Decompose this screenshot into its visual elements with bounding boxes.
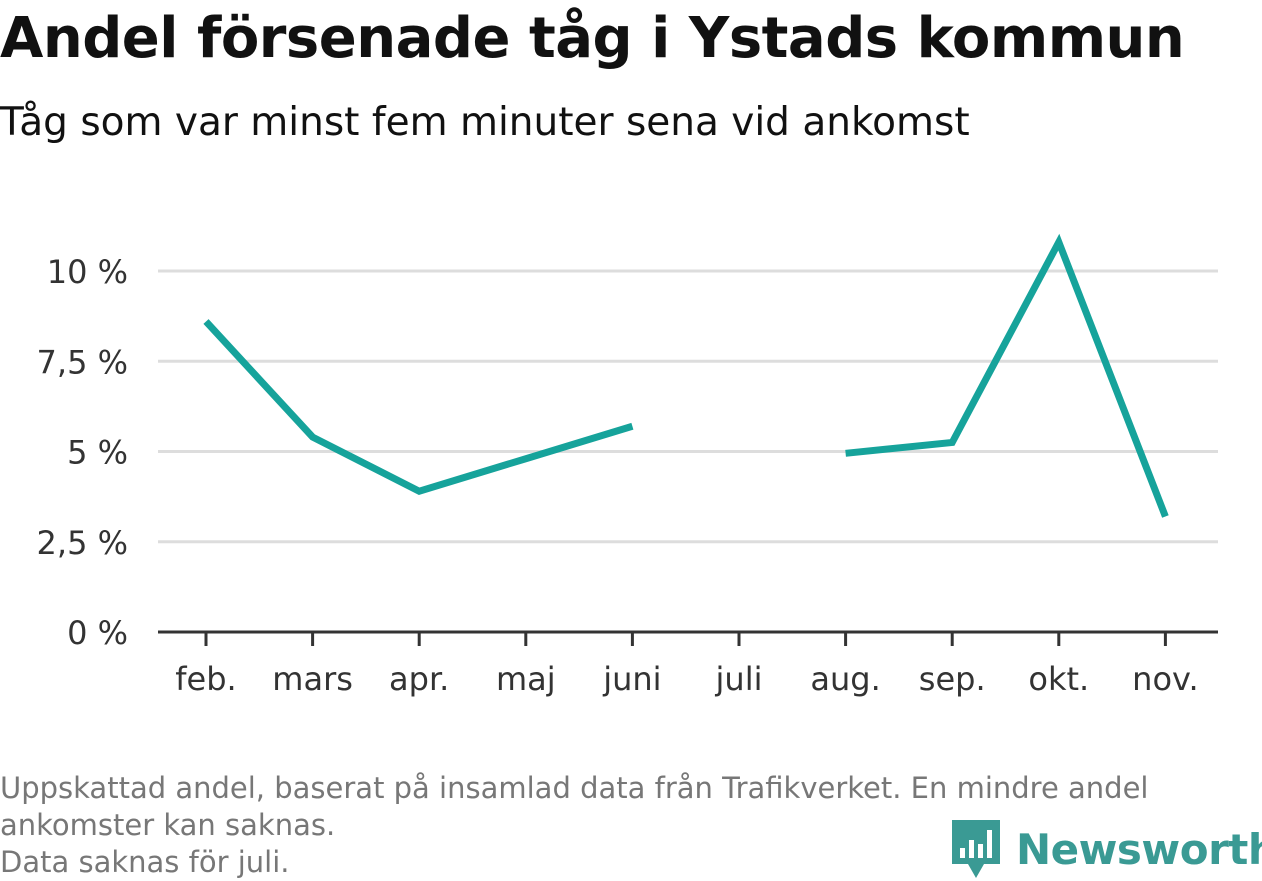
x-tick-label: apr. bbox=[389, 660, 449, 698]
y-tick-label: 2,5 % bbox=[37, 524, 128, 562]
y-tick-label: 0 % bbox=[67, 614, 128, 652]
brand-name: Newsworthy bbox=[1016, 825, 1262, 874]
x-tick-label: juni bbox=[602, 660, 661, 698]
x-tick-label: aug. bbox=[810, 660, 880, 698]
line-chart: 0 % 2,5 % 5 % 7,5 % 10 % feb. mars apr. maj juni j… bbox=[0, 0, 1262, 760]
x-tick-label: sep. bbox=[919, 660, 986, 698]
footnote-line-1: Uppskattad andel, baserat på insamlad da… bbox=[0, 770, 1250, 807]
brand-logo[interactable]: Newsworthy bbox=[950, 818, 1262, 880]
x-tick-label: maj bbox=[496, 660, 556, 698]
series-line bbox=[206, 322, 632, 492]
series-line bbox=[846, 242, 1166, 516]
x-tick-label: nov. bbox=[1132, 660, 1198, 698]
y-tick-label: 7,5 % bbox=[37, 343, 128, 381]
newsworthy-logo-icon bbox=[950, 818, 1002, 880]
x-tick-label: juli bbox=[715, 660, 763, 698]
y-tick-label: 10 % bbox=[47, 253, 128, 291]
y-tick-label: 5 % bbox=[67, 434, 128, 472]
x-tick-label: mars bbox=[272, 660, 353, 698]
x-tick-label: okt. bbox=[1028, 660, 1089, 698]
x-tick-label: feb. bbox=[175, 660, 236, 698]
